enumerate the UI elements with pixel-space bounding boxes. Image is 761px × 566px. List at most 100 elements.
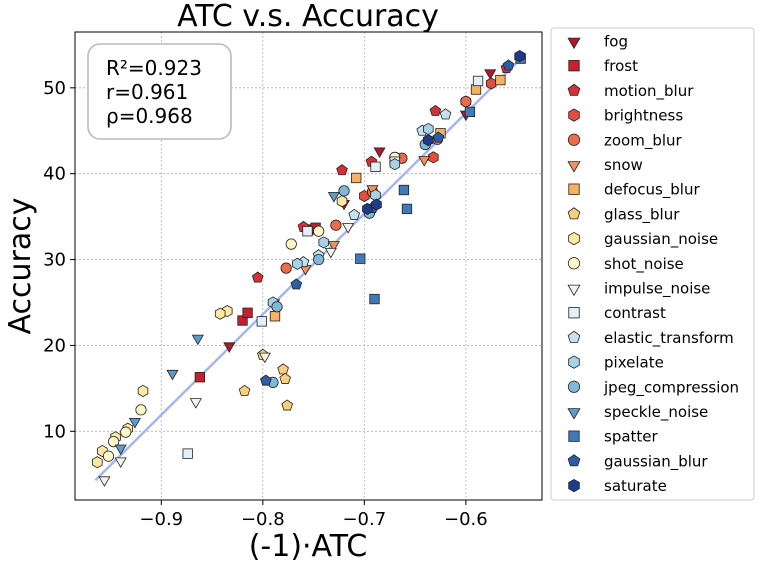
legend-label-elastic-transform: elastic_transform <box>604 329 734 348</box>
legend-label-fog: fog <box>604 33 628 51</box>
legend-label-defocus-blur: defocus_blur <box>604 181 700 200</box>
point-brightness <box>485 77 497 90</box>
point-fog <box>373 147 386 159</box>
axis-ticks: −0.9 −0.8 −0.7 −0.6 10 20 30 40 50 <box>43 78 488 530</box>
point-speckle-noise <box>114 444 127 456</box>
legend-marker-motion-blur <box>567 83 581 96</box>
point-pixelate <box>370 189 381 202</box>
point-fog <box>223 342 236 353</box>
point-jpeg-compression <box>271 301 283 313</box>
point-glass-blur <box>279 372 291 384</box>
legend-label-brightness: brightness <box>604 107 683 125</box>
legend-label-impulse-noise: impulse_noise <box>604 280 710 299</box>
point-gaussian-blur <box>290 278 303 290</box>
legend-label-gaussian-noise: gaussian_noise <box>604 230 718 249</box>
point-jpeg-compression <box>313 253 325 266</box>
y-axis-label: Accuracy <box>3 198 38 335</box>
point-saturate <box>514 49 525 63</box>
point-spatter <box>464 106 476 118</box>
legend-marker-elastic-transform <box>567 330 581 343</box>
legend-label-speckle-noise: speckle_noise <box>604 403 708 422</box>
point-speckle-noise <box>327 192 340 203</box>
legend-marker-fog <box>567 37 581 50</box>
legend-label-glass-blur: glass_blur <box>604 205 680 224</box>
point-snow <box>327 241 340 252</box>
point-impulse-noise <box>258 352 271 364</box>
point-impulse-noise <box>189 398 202 409</box>
legend-entries: fog frost motion_blur brightness zoom_blursn… <box>567 33 739 495</box>
point-defocus-blur <box>470 84 482 95</box>
point-pixelate <box>292 257 303 270</box>
point-jpeg-compression <box>338 185 350 197</box>
y-tick-label: 50 <box>43 78 66 99</box>
point-shot-noise <box>313 225 325 237</box>
point-pixelate <box>389 158 401 171</box>
plot-frame <box>74 31 543 501</box>
point-motion-blur <box>251 271 264 283</box>
point-motion-blur <box>429 104 442 116</box>
point-spatter <box>355 253 366 264</box>
point-saturate <box>362 202 373 215</box>
legend-label-jpeg-compression: jpeg_compression <box>603 378 739 397</box>
point-pixelate <box>318 236 329 249</box>
point-gaussian-noise <box>92 456 103 469</box>
point-saturate <box>423 134 434 147</box>
point-shot-noise <box>107 436 120 448</box>
legend-marker-snow <box>567 161 581 173</box>
point-shot-noise <box>285 238 297 250</box>
point-impulse-noise <box>114 457 127 469</box>
point-contrast <box>302 226 313 237</box>
y-tick-label: 10 <box>43 421 66 442</box>
point-contrast <box>256 316 267 327</box>
point-shot-noise <box>120 426 132 438</box>
point-elastic-transform <box>348 208 360 220</box>
point-frost <box>242 307 253 318</box>
stats-box: R²=0.923 r=0.961 ρ=0.968 <box>87 43 232 140</box>
point-fog <box>484 69 497 80</box>
point-contrast <box>182 448 193 459</box>
point-impulse-noise <box>98 476 111 487</box>
chart-title: ATC v.s. Accuracy <box>177 0 439 34</box>
point-gaussian-blur <box>432 131 445 143</box>
point-contrast <box>472 75 484 87</box>
point-zoom-blur <box>460 95 472 108</box>
legend-marker-frost <box>568 60 580 72</box>
point-elastic-transform <box>439 108 452 120</box>
point-gaussian-blur <box>502 59 515 71</box>
legend-marker-speckle-noise <box>567 408 581 420</box>
legend-marker-saturate <box>568 478 580 493</box>
point-speckle-noise <box>191 334 204 346</box>
legend-marker-gaussian-blur <box>567 454 581 467</box>
legend-label-contrast: contrast <box>604 304 666 322</box>
legend-label-zoom-blur: zoom_blur <box>604 131 683 150</box>
point-shot-noise <box>135 404 147 416</box>
legend-marker-zoom-blur <box>567 133 581 146</box>
point-gaussian-noise <box>336 195 348 208</box>
point-spatter <box>401 203 413 215</box>
legend-label-pixelate: pixelate <box>604 354 664 372</box>
point-spatter <box>398 184 410 196</box>
point-spatter <box>369 293 380 305</box>
x-tick-label: −0.8 <box>241 509 285 530</box>
data-points <box>92 49 526 487</box>
point-speckle-noise <box>128 417 141 429</box>
point-glass-blur <box>238 384 251 396</box>
legend: fog frost motion_blur brightness zoom_blursn… <box>550 27 755 501</box>
point-defocus-blur <box>351 172 362 184</box>
legend-marker-impulse-noise <box>567 284 581 297</box>
y-tick-label: 40 <box>43 164 66 185</box>
legend-marker-brightness <box>568 108 580 122</box>
stat-spearman-rho: ρ=0.968 <box>106 104 193 128</box>
point-impulse-noise <box>342 223 355 234</box>
point-glass-blur <box>277 363 289 375</box>
point-zoom-blur <box>280 262 292 274</box>
legend-label-snow: snow <box>604 156 643 174</box>
point-gaussian-blur <box>260 374 272 386</box>
legend-marker-gaussian-noise <box>568 231 580 246</box>
legend-label-gaussian-blur: gaussian_blur <box>604 452 708 471</box>
y-tick-label: 20 <box>43 335 66 356</box>
point-defocus-blur <box>269 311 281 322</box>
stat-pearson-r: r=0.961 <box>106 80 188 104</box>
legend-label-saturate: saturate <box>604 477 667 495</box>
x-axis-label: (-1)·ATC <box>249 529 368 564</box>
